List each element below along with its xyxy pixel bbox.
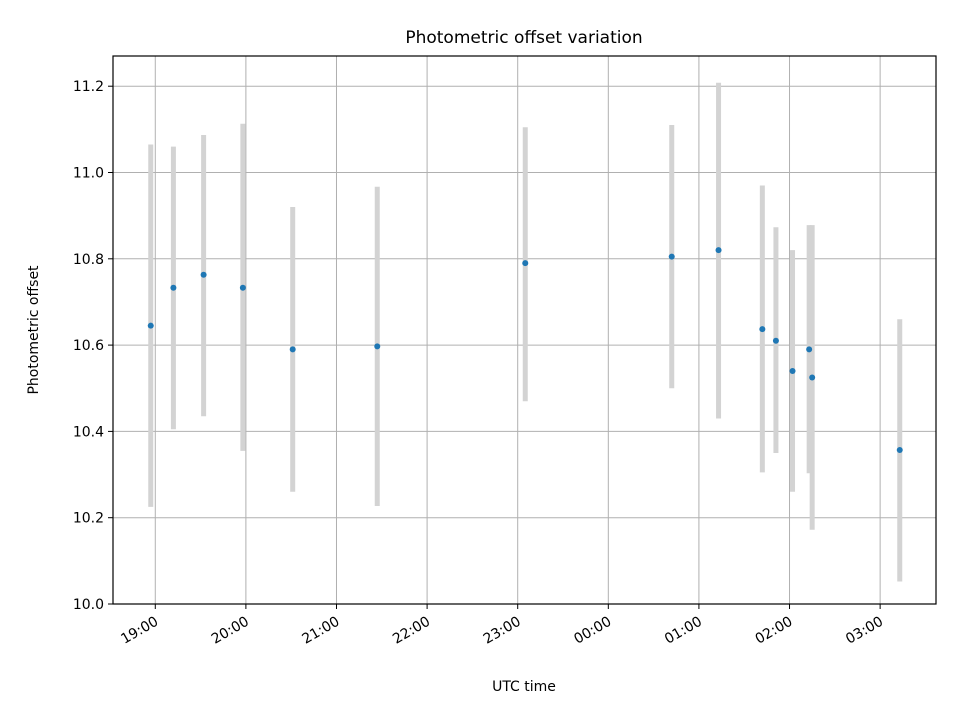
x-axis-label: UTC time xyxy=(492,679,556,695)
data-point xyxy=(715,247,722,254)
data-point xyxy=(239,284,246,291)
y-tick-label: 11.0 xyxy=(73,166,104,182)
y-axis-ticks: 10.0 10.2 10.4 10.6 10.8 11.0 11.2 xyxy=(73,79,113,613)
data-point xyxy=(806,346,813,353)
data-point xyxy=(289,346,296,353)
data-point xyxy=(896,446,903,453)
data-point xyxy=(759,326,766,333)
y-tick-label: 10.8 xyxy=(73,252,104,268)
y-tick-label: 10.4 xyxy=(73,424,104,440)
plot-frame xyxy=(112,55,937,605)
data-point xyxy=(200,271,207,278)
y-tick-label: 10.0 xyxy=(73,597,104,613)
data-point xyxy=(147,322,154,329)
data-point xyxy=(522,260,529,267)
y-tick-label: 10.2 xyxy=(73,511,104,527)
data-point xyxy=(809,374,816,381)
chart-title: Photometric offset variation xyxy=(405,28,642,48)
data-point xyxy=(170,284,177,291)
data-point xyxy=(772,337,779,344)
y-tick-label: 11.2 xyxy=(73,79,104,95)
y-axis-label: Photometric offset xyxy=(26,265,42,395)
data-point xyxy=(789,367,796,374)
y-tick-label: 10.6 xyxy=(73,338,104,354)
data-point xyxy=(374,343,381,350)
data-point xyxy=(668,253,675,260)
data-points xyxy=(147,247,903,453)
